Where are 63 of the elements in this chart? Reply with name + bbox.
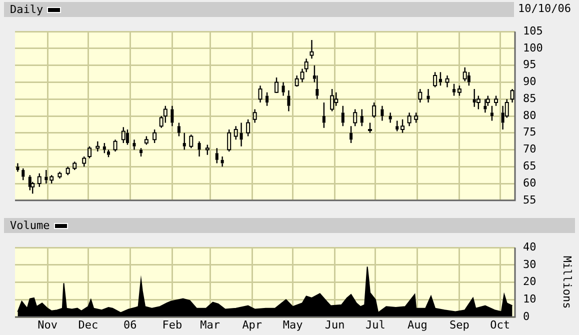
candlestick	[66, 166, 70, 176]
y-tick-label: 75	[523, 126, 536, 139]
candlestick	[16, 162, 20, 172]
y-tick-label: 80	[523, 108, 536, 122]
y-tick-label: 40	[523, 240, 536, 254]
x-tick-label: Dec	[78, 318, 98, 332]
candlestick	[220, 156, 224, 168]
y-tick-label: 100	[523, 41, 543, 54]
x-tick-label: Sep	[450, 318, 470, 332]
legend-label: Daily	[10, 3, 44, 16]
y-tick-label: 90	[523, 75, 536, 88]
candlestick	[388, 112, 392, 124]
x-tick-label: Mar	[200, 318, 220, 332]
candlestick	[368, 122, 372, 134]
x-tick-label: Jul	[365, 318, 386, 332]
candlestick	[322, 102, 326, 128]
x-tick-label: Aug	[408, 318, 428, 332]
candlestick	[310, 39, 314, 60]
candlestick	[426, 88, 430, 104]
candlestick	[282, 82, 285, 96]
candlestick	[360, 108, 364, 127]
candlestick	[189, 134, 194, 149]
candlestick	[445, 74, 450, 88]
x-tick-label: Apr	[242, 318, 262, 332]
candlestick	[198, 140, 201, 158]
x-tick-label: Jun	[324, 318, 345, 332]
candlestick	[490, 105, 494, 122]
candlestick	[96, 140, 100, 152]
candlestick	[258, 85, 262, 104]
y-tick-label: 30	[523, 258, 536, 271]
legend-label: Volume	[10, 219, 50, 232]
y-tick-label: 85	[523, 92, 536, 105]
y-tick-label: 20	[523, 275, 536, 288]
candlestick	[170, 105, 174, 127]
candlestick	[510, 88, 514, 104]
candlestick	[350, 126, 353, 144]
candlestick	[380, 105, 384, 122]
y-tick-label: 10	[523, 292, 536, 306]
y-tick-label: 70	[523, 142, 536, 156]
candlestick	[113, 139, 118, 152]
x-tick-label: Feb	[162, 318, 182, 332]
x-tick-label: May	[282, 318, 304, 332]
y-tick-label: 105	[523, 24, 543, 38]
y-tick-label: 60	[523, 176, 536, 190]
y-axis-title: Millions	[560, 256, 574, 309]
candlestick	[252, 108, 257, 124]
candlestick	[287, 90, 290, 112]
candlestick	[132, 139, 136, 150]
text: 10/10/06	[514, 1, 575, 17]
candlestick	[400, 118, 405, 134]
y-tick-label: 0	[523, 310, 530, 323]
y-tick-label: 55	[523, 193, 536, 206]
candlestick	[341, 105, 344, 127]
candlestick	[182, 132, 186, 150]
x-tick-label: Nov	[38, 318, 58, 332]
candlestick	[407, 112, 412, 127]
candlestick	[240, 122, 243, 147]
candlestick	[58, 171, 62, 180]
x-tick-label: Oct	[490, 318, 510, 332]
x-tick-label: 06	[124, 318, 137, 332]
y-tick-label: 65	[523, 160, 536, 172]
candlestick	[334, 92, 338, 106]
y-tick-label: 95	[523, 58, 536, 72]
